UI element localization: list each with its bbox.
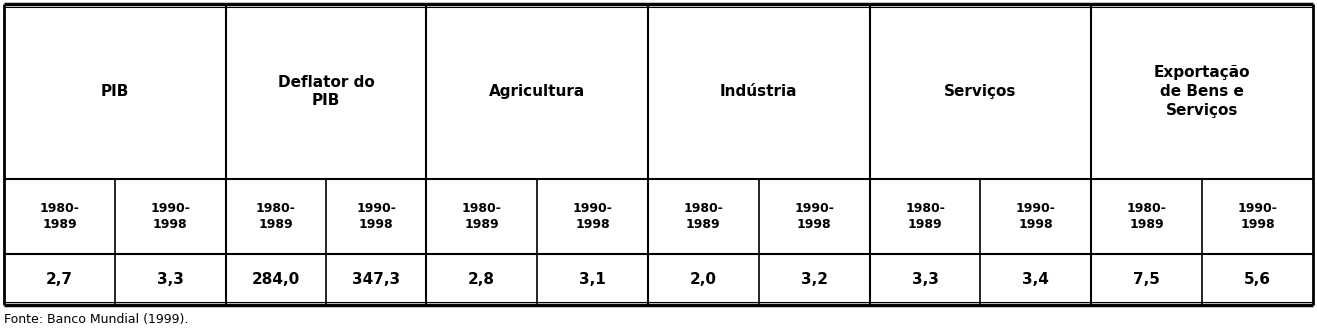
Text: Serviços: Serviços [944,84,1017,99]
Text: 5,6: 5,6 [1245,272,1271,287]
Text: 1980-
1989: 1980- 1989 [255,202,296,231]
Text: 2,8: 2,8 [468,272,495,287]
Text: 3,3: 3,3 [157,272,183,287]
Text: 1980-
1989: 1980- 1989 [462,202,502,231]
Text: Fonte: Banco Mundial (1999).: Fonte: Banco Mundial (1999). [4,313,188,326]
Text: Agricultura: Agricultura [489,84,585,99]
Text: 1990-
1998: 1990- 1998 [1238,202,1277,231]
Text: 1990-
1998: 1990- 1998 [573,202,612,231]
Text: 1990-
1998: 1990- 1998 [356,202,396,231]
Text: PIB: PIB [100,84,129,99]
Text: 2,0: 2,0 [690,272,716,287]
Text: 3,1: 3,1 [579,272,606,287]
Text: Indústria: Indústria [720,84,798,99]
Text: 3,4: 3,4 [1022,272,1050,287]
Text: 7,5: 7,5 [1134,272,1160,287]
Text: 284,0: 284,0 [252,272,300,287]
Text: 1980-
1989: 1980- 1989 [40,202,79,231]
Text: 2,7: 2,7 [46,272,72,287]
Text: 3,3: 3,3 [911,272,939,287]
Text: 347,3: 347,3 [352,272,400,287]
Text: Deflator do
PIB: Deflator do PIB [278,75,374,108]
Text: 1990-
1998: 1990- 1998 [1015,202,1056,231]
Text: 1980-
1989: 1980- 1989 [1127,202,1167,231]
Text: 1990-
1998: 1990- 1998 [794,202,834,231]
Text: 3,2: 3,2 [801,272,827,287]
Text: 1980-
1989: 1980- 1989 [905,202,946,231]
Text: Exportação
de Bens e
Serviços: Exportação de Bens e Serviços [1154,65,1250,117]
Text: 1980-
1989: 1980- 1989 [684,202,723,231]
Text: 1990-
1998: 1990- 1998 [150,202,190,231]
